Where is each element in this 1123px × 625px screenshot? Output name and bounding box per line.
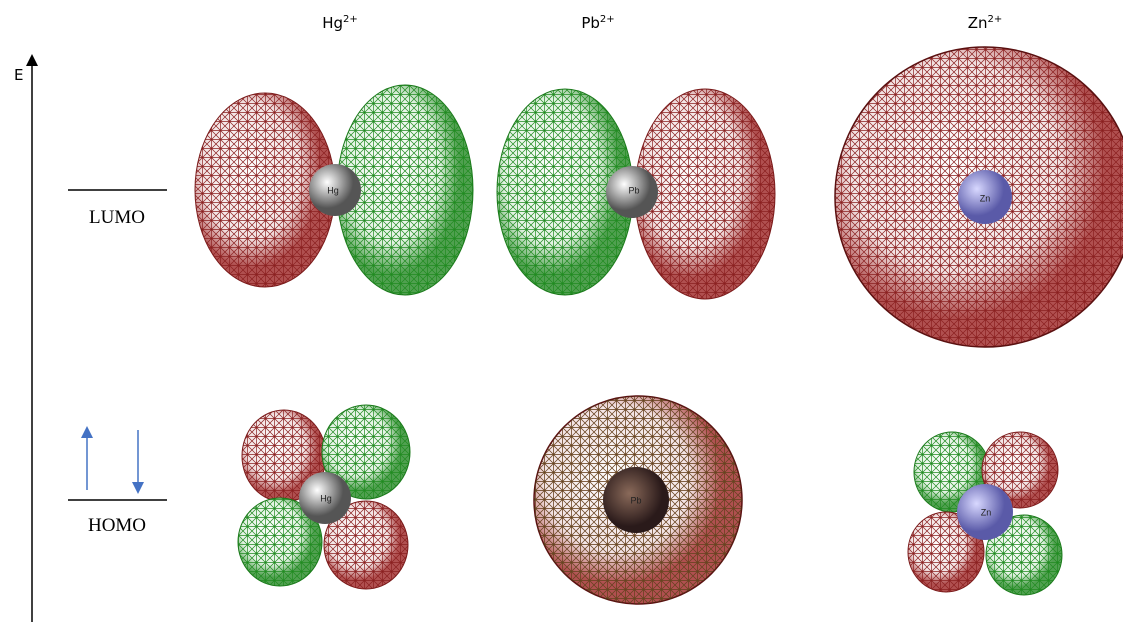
ion-charge: 2+ [988, 14, 1003, 25]
atom-label: Pb [628, 185, 639, 195]
atom-label: Zn [981, 507, 992, 517]
ion-charge: 2+ [343, 14, 358, 25]
orbital: Pb [496, 88, 776, 300]
ion-symbol: Hg [322, 14, 343, 32]
ion-charge: 2+ [600, 14, 615, 25]
axis-label: E [14, 66, 23, 84]
orbital: Zn [907, 431, 1063, 596]
column-header: Pb2+ [581, 14, 614, 32]
atom-label: Zn [980, 193, 991, 203]
orbital: Zn [834, 46, 1123, 348]
orbital: Hg [237, 404, 411, 590]
ion-symbol: Pb [581, 14, 600, 32]
column-header: Hg2+ [322, 14, 358, 32]
level-label: LUMO [89, 207, 145, 228]
atom-label: Hg [320, 493, 332, 503]
level-label: HOMO [88, 515, 146, 536]
orbital: Pb [533, 395, 743, 605]
ion-symbol: Zn [968, 14, 988, 32]
atom-label: Pb [630, 495, 641, 505]
orbital: Hg [194, 84, 474, 296]
column-header: Zn2+ [968, 14, 1003, 32]
atom-label: Hg [327, 185, 339, 195]
